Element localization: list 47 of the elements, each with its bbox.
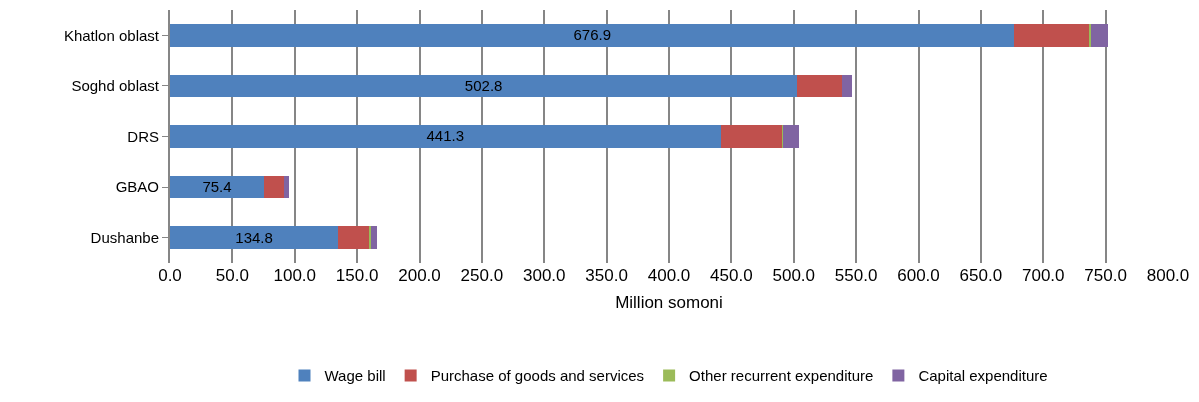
y-tick-label: Dushanbe [90,228,159,246]
x-tick-label: 450.0 [710,266,753,285]
data-label: 676.9 [573,26,611,44]
x-tick-label: 800.0 [1146,266,1190,285]
bar [782,125,800,148]
x-tick-label: 400.0 [647,266,691,285]
x-tick-label: 500.0 [772,266,816,285]
x-tick-label: 150.0 [335,266,379,285]
x-axis-title: Million somoni [615,293,723,313]
bar [720,125,782,148]
bar [842,74,853,98]
x-tick-label: 550.0 [834,266,878,285]
x-tick-label: 300.0 [522,266,566,285]
x-tick-label: 700.0 [1021,266,1065,285]
y-tick-label: GBAO [115,178,159,196]
bar [1014,23,1090,47]
legend-label: Wage bill [324,367,386,385]
data-label: 502.8 [464,76,503,94]
bar [170,226,339,250]
bar [1090,23,1108,47]
data-label: 75.4 [202,177,232,195]
x-tick-label: 350.0 [585,266,628,285]
bar [370,226,377,250]
data-label: 441.3 [426,127,465,145]
legend-label: Other recurrent expenditure [689,367,874,385]
x-tick-label: 600.0 [897,266,940,285]
data-label: 134.8 [235,228,273,246]
x-tick-label: 250.0 [460,266,504,285]
y-tick-label: Khatlon oblast [63,26,160,44]
bar [170,125,721,148]
x-tick-label: 50.0 [215,266,249,285]
x-tick-label: 200.0 [398,266,441,285]
legend-label: Purchase of goods and services [430,367,645,385]
x-tick-label: 100.0 [273,266,317,285]
bar [170,23,1015,47]
y-tick-label: DRS [127,127,159,145]
bar [797,74,843,98]
x-tick-label: 750.0 [1084,266,1127,285]
x-tick-label: 0.0 [158,266,182,285]
x-tick-label: 650.0 [959,266,1003,285]
bar [170,175,265,199]
bar [170,74,798,98]
bar [264,175,285,199]
bar [338,226,370,250]
bar [284,175,290,199]
legend-label: Capital expenditure [918,367,1048,385]
y-tick-label: Soghd oblast [71,77,160,95]
